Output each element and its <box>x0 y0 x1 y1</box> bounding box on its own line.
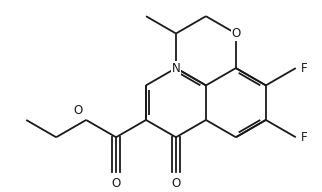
Text: O: O <box>74 104 83 117</box>
Text: O: O <box>111 176 121 190</box>
Text: N: N <box>172 62 180 74</box>
Text: O: O <box>171 176 181 190</box>
Text: F: F <box>300 62 307 74</box>
Text: O: O <box>231 27 241 40</box>
Text: F: F <box>300 131 307 144</box>
